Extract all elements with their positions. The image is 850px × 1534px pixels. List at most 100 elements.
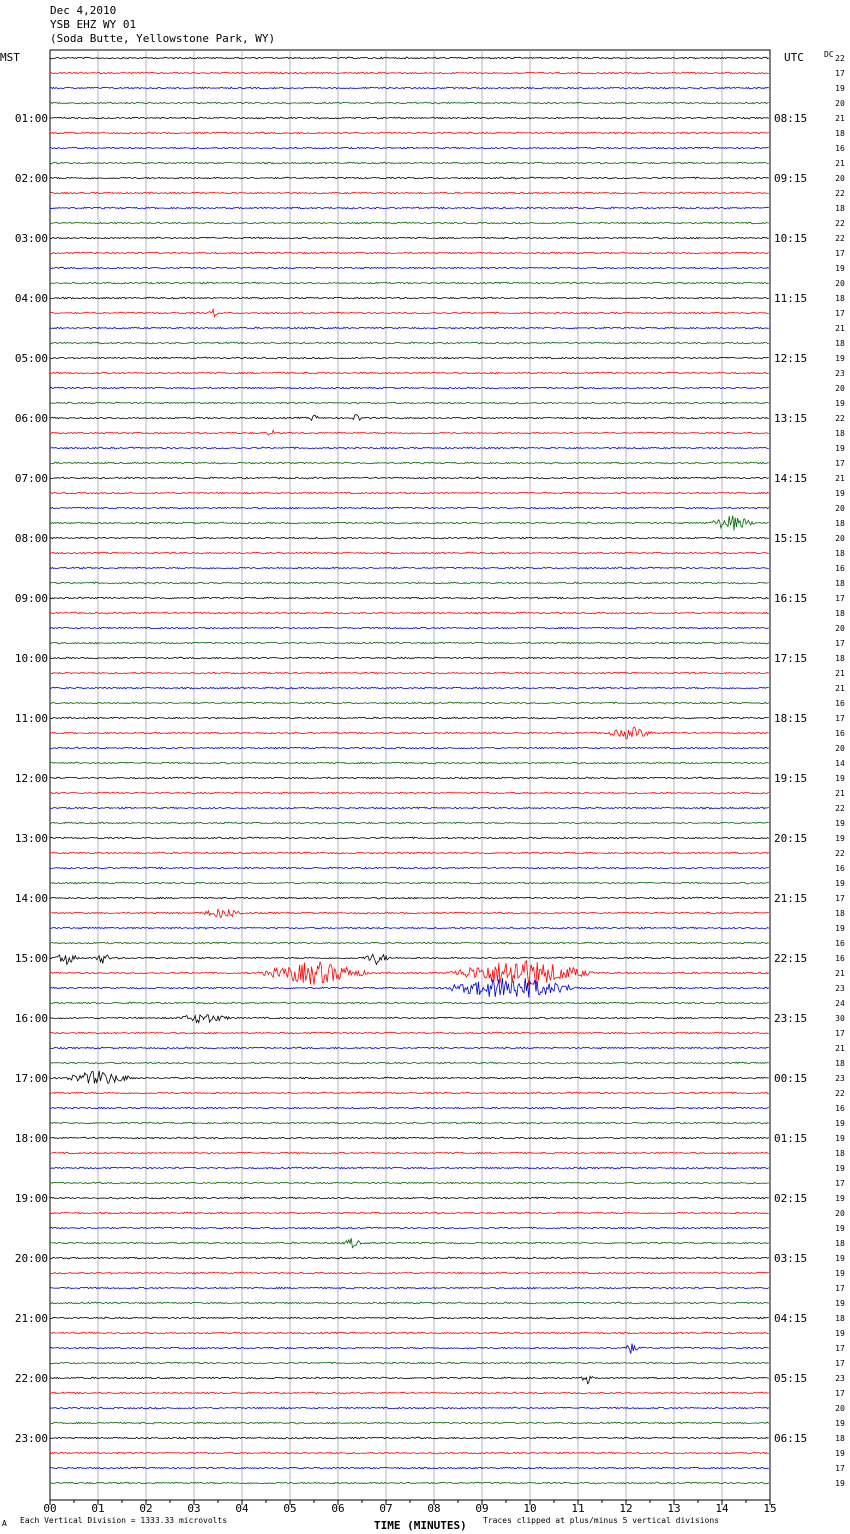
dc-offset-label: 22 bbox=[835, 234, 845, 243]
seismic-trace bbox=[49, 1481, 770, 1485]
seismic-trace bbox=[49, 1421, 770, 1425]
seismic-trace bbox=[49, 641, 770, 645]
dc-offset-label: 21 bbox=[835, 669, 845, 678]
mst-hour-label: 19:00 bbox=[15, 1192, 48, 1205]
utc-hour-label: 14:15 bbox=[774, 472, 807, 485]
seismic-trace bbox=[49, 1046, 769, 1050]
dc-offset-label: 24 bbox=[835, 999, 845, 1008]
x-tick-label: 14 bbox=[715, 1502, 729, 1515]
mst-hour-label: 21:00 bbox=[15, 1312, 48, 1325]
dc-offset-label: 21 bbox=[835, 684, 845, 693]
utc-hour-label: 09:15 bbox=[774, 172, 807, 185]
seismic-trace bbox=[49, 356, 769, 360]
dc-offset-label: 21 bbox=[835, 789, 845, 798]
seismic-trace bbox=[49, 414, 769, 422]
seismic-trace bbox=[49, 701, 770, 705]
seismic-trace bbox=[49, 506, 770, 510]
seismic-trace bbox=[49, 236, 769, 240]
x-tick-label: 05 bbox=[283, 1502, 296, 1515]
dc-offset-label: 18 bbox=[835, 654, 845, 663]
station-location: (Soda Butte, Yellowstone Park, WY) bbox=[50, 32, 276, 45]
dc-offset-label: 20 bbox=[835, 279, 845, 288]
dc-offset-label: 19 bbox=[835, 399, 845, 408]
seismic-trace bbox=[49, 221, 769, 225]
seismic-trace bbox=[49, 821, 769, 825]
seismic-trace bbox=[49, 1151, 769, 1155]
dc-offset-label: 17 bbox=[835, 894, 845, 903]
dc-offset-label: 20 bbox=[835, 504, 845, 513]
seismic-trace bbox=[49, 146, 769, 150]
seismic-trace bbox=[49, 656, 769, 660]
seismic-trace bbox=[49, 131, 769, 135]
seismic-trace bbox=[49, 1436, 769, 1440]
mst-hour-label: 06:00 bbox=[15, 412, 48, 425]
utc-hour-label: 06:15 bbox=[774, 1432, 807, 1445]
seismic-trace bbox=[49, 1256, 770, 1260]
dc-offset-label: 17 bbox=[835, 69, 845, 78]
dc-offset-label: 21 bbox=[835, 1044, 845, 1053]
dc-offset-label: 20 bbox=[835, 744, 845, 753]
dc-offset-label: 18 bbox=[835, 429, 845, 438]
plot-date: Dec 4,2010 bbox=[50, 4, 117, 17]
seismic-trace bbox=[49, 491, 770, 495]
seismic-trace bbox=[49, 716, 769, 720]
seismic-trace bbox=[49, 1343, 769, 1354]
mst-hour-label: 20:00 bbox=[15, 1252, 48, 1265]
mst-hour-label: 04:00 bbox=[15, 292, 48, 305]
mst-hour-label: 02:00 bbox=[15, 172, 48, 185]
dc-offset-label: 19 bbox=[835, 924, 845, 933]
seismic-trace bbox=[49, 101, 769, 105]
dc-offset-label: 19 bbox=[835, 1449, 845, 1458]
seismic-trace bbox=[49, 251, 769, 255]
dc-offset-label: 17 bbox=[835, 594, 845, 603]
seismic-trace bbox=[49, 1166, 770, 1170]
dc-offset-label: 19 bbox=[835, 819, 845, 828]
dc-offset-label: 17 bbox=[835, 1389, 845, 1398]
dc-offset-label: 17 bbox=[835, 1359, 845, 1368]
seismic-trace bbox=[49, 1331, 769, 1335]
seismic-trace bbox=[49, 1121, 769, 1125]
dc-offset-label: 23 bbox=[835, 369, 845, 378]
dc-offset-label: 18 bbox=[835, 1314, 845, 1323]
dc-offset-label: 20 bbox=[835, 1404, 845, 1413]
dc-offset-label: 17 bbox=[835, 1284, 845, 1293]
dc-offset-label: 18 bbox=[835, 909, 845, 918]
seismic-trace bbox=[49, 1301, 769, 1305]
dc-offset-label: 16 bbox=[835, 564, 845, 573]
dc-offset-label: 20 bbox=[835, 534, 845, 543]
dc-offset-label: 19 bbox=[835, 264, 845, 273]
dc-offset-label: 17 bbox=[835, 1344, 845, 1353]
dc-offset-label: 16 bbox=[835, 1104, 845, 1113]
dc-offset-label: 21 bbox=[835, 969, 845, 978]
seismic-trace bbox=[49, 1070, 769, 1085]
seismic-trace bbox=[49, 1466, 769, 1470]
seismic-trace bbox=[49, 851, 770, 855]
dc-offset-label: 21 bbox=[835, 324, 845, 333]
seismic-trace bbox=[49, 116, 770, 120]
dc-offset-label: 19 bbox=[835, 1119, 845, 1128]
dc-offset-label: 18 bbox=[835, 294, 845, 303]
mst-hour-label: 08:00 bbox=[15, 532, 48, 545]
dc-offset-label: 23 bbox=[835, 1074, 845, 1083]
x-tick-label: 11 bbox=[571, 1502, 584, 1515]
dc-offset-label: 17 bbox=[835, 1464, 845, 1473]
dc-offset-label: 16 bbox=[835, 699, 845, 708]
dc-offset-label: 20 bbox=[835, 174, 845, 183]
x-tick-label: 04 bbox=[235, 1502, 249, 1515]
utc-hour-label: 20:15 bbox=[774, 832, 807, 845]
seismic-trace bbox=[49, 551, 769, 555]
dc-offset-label: 17 bbox=[835, 249, 845, 258]
dc-offset-label: 17 bbox=[835, 309, 845, 318]
dc-offset-label: 19 bbox=[835, 1194, 845, 1203]
seismic-trace bbox=[49, 176, 769, 180]
dc-offset-label: 18 bbox=[835, 1239, 845, 1248]
x-tick-label: 08 bbox=[427, 1502, 440, 1515]
dc-offset-label: 17 bbox=[835, 714, 845, 723]
dc-offset-label: 18 bbox=[835, 339, 845, 348]
seismic-trace bbox=[49, 536, 769, 540]
mst-hour-label: 16:00 bbox=[15, 1012, 48, 1025]
dc-offset-label: 16 bbox=[835, 954, 845, 963]
dc-offset-label: 22 bbox=[835, 189, 845, 198]
utc-hour-label: 10:15 bbox=[774, 232, 807, 245]
